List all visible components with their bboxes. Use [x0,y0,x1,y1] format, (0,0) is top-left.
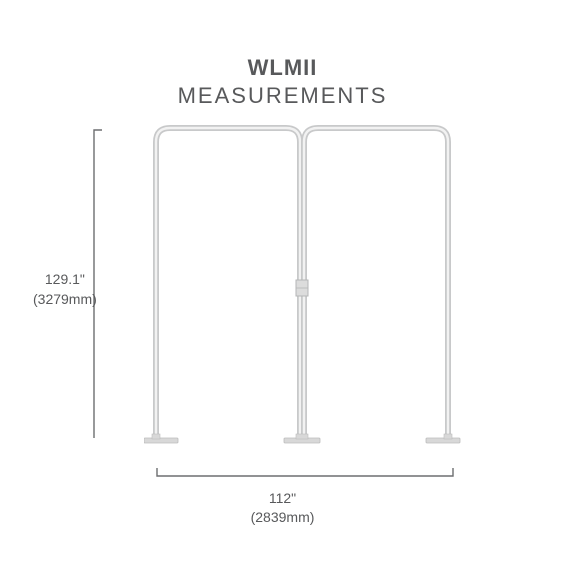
height-dimension-label: 129.1" (3279mm) [33,270,97,309]
width-inches: 112" [0,489,565,509]
height-inches: 129.1" [33,270,97,290]
base-feet [144,434,460,443]
title-block: WLMII MEASUREMENTS [0,55,565,109]
product-code: WLMII [0,55,565,81]
display-frame-diagram [144,122,464,452]
width-mm: (2839mm) [0,508,565,528]
subtitle: MEASUREMENTS [0,83,565,109]
width-dimension-bracket [155,466,455,480]
height-mm: (3279mm) [33,290,97,310]
width-dimension-label: 112" (2839mm) [0,489,565,528]
